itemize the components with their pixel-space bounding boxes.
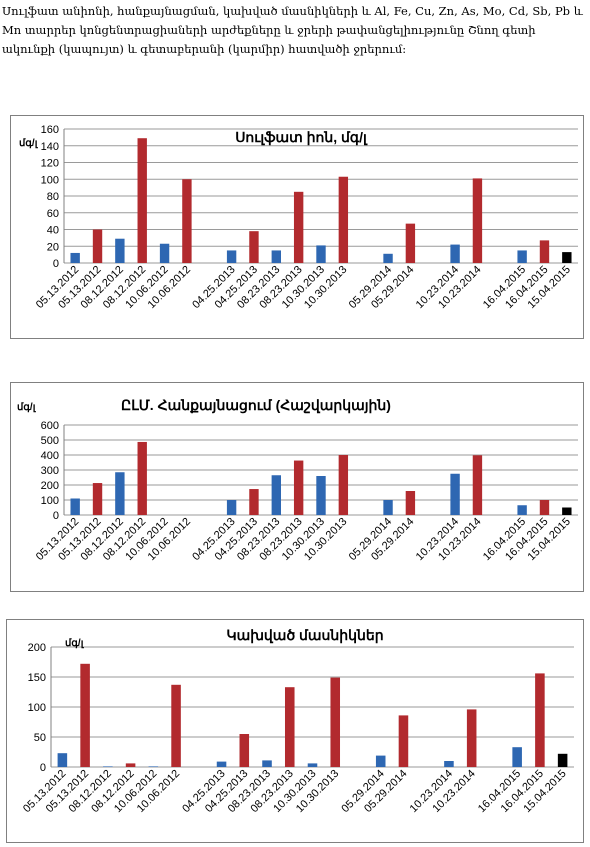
bar bbox=[293, 191, 304, 263]
y-tick-label: 60 bbox=[47, 208, 59, 220]
bar bbox=[472, 178, 483, 263]
bar bbox=[148, 766, 159, 767]
bar bbox=[316, 476, 326, 515]
bar bbox=[562, 252, 572, 263]
sulfate-chart: 0 20 40 60 80 100 120 140 160 Սուլֆատ իոն, մգ/լ մգ… bbox=[10, 115, 584, 339]
y-tick-label: 400 bbox=[41, 450, 59, 462]
bar bbox=[249, 231, 259, 263]
y-tick-label: 300 bbox=[41, 465, 59, 477]
bar bbox=[103, 766, 113, 767]
bar bbox=[338, 176, 349, 263]
bar bbox=[539, 240, 550, 263]
bar bbox=[271, 250, 281, 263]
bar bbox=[539, 500, 550, 515]
bar bbox=[159, 243, 170, 263]
bar bbox=[512, 747, 522, 767]
bar bbox=[472, 455, 483, 515]
bar bbox=[239, 734, 250, 767]
bar bbox=[70, 252, 80, 263]
bar bbox=[284, 687, 295, 767]
bar bbox=[70, 498, 80, 515]
bar bbox=[398, 715, 409, 767]
y-tick-label: 160 bbox=[41, 124, 59, 136]
y-tick-label: 140 bbox=[41, 141, 59, 153]
bar bbox=[307, 763, 318, 767]
bar bbox=[226, 500, 237, 515]
bar bbox=[57, 753, 68, 767]
bar bbox=[137, 138, 147, 263]
bar bbox=[216, 761, 227, 767]
bar bbox=[450, 244, 460, 263]
y-tick-label: 0 bbox=[40, 762, 46, 774]
bar bbox=[466, 709, 477, 767]
bar bbox=[171, 684, 181, 767]
bar bbox=[92, 483, 103, 515]
mineralization-chart-svg: 0 100 200 300 400 500 600 ԸԼՄ. Հանքայնացում (Հա… bbox=[17, 397, 578, 563]
y-tick-label: 150 bbox=[28, 672, 46, 684]
bar bbox=[92, 229, 103, 263]
y-axis-label: մգ/լ bbox=[17, 402, 37, 413]
intro-paragraph: Սուլֆատ անիոնի, հանքայնացման, կախված մաս… bbox=[2, 4, 583, 56]
y-axis-label: մգ/լ bbox=[65, 638, 85, 649]
suspended-particles-chart: 0 50 100 150 200 Կախված մասնիկներ մգ/լ 05.13.20… bbox=[6, 619, 584, 843]
bar bbox=[115, 472, 125, 515]
y-tick-label: 20 bbox=[47, 241, 59, 253]
y-tick-label: 120 bbox=[41, 158, 59, 170]
bar bbox=[249, 489, 259, 515]
bar bbox=[535, 673, 545, 767]
y-tick-label: 100 bbox=[41, 495, 59, 507]
y-tick-label: 600 bbox=[41, 420, 59, 432]
y-tick-label: 200 bbox=[41, 480, 59, 492]
bar bbox=[517, 505, 527, 515]
bar bbox=[226, 250, 237, 263]
bar bbox=[517, 250, 527, 263]
y-tick-label: 100 bbox=[41, 174, 59, 186]
bar bbox=[557, 753, 568, 767]
y-tick-label: 100 bbox=[28, 702, 46, 714]
bar bbox=[562, 507, 572, 515]
mineralization-chart: 0 100 200 300 400 500 600 ԸԼՄ. Հանքայնացում (Հա… bbox=[10, 382, 584, 592]
chart-title: Սուլֆատ իոն, մգ/լ bbox=[235, 129, 368, 146]
bar bbox=[405, 491, 416, 515]
bar bbox=[262, 760, 272, 767]
y-tick-label: 0 bbox=[53, 258, 59, 270]
chart-title: Կախված մասնիկներ bbox=[226, 627, 383, 644]
bar bbox=[137, 441, 147, 515]
bar bbox=[405, 223, 416, 263]
y-tick-label: 40 bbox=[47, 225, 59, 237]
bar bbox=[450, 473, 460, 515]
bar bbox=[383, 500, 393, 515]
bar bbox=[271, 475, 281, 515]
y-tick-label: 500 bbox=[41, 435, 59, 447]
sulfate-chart-svg: 0 20 40 60 80 100 120 140 160 Սուլֆատ իոն, մգ/լ մգ… bbox=[19, 124, 578, 311]
bar bbox=[316, 245, 326, 263]
bar bbox=[115, 238, 125, 263]
bar bbox=[80, 663, 90, 767]
bar bbox=[293, 460, 304, 515]
bar bbox=[444, 761, 454, 767]
y-tick-label: 80 bbox=[47, 191, 59, 203]
y-tick-label: 0 bbox=[53, 510, 59, 522]
chart-title: ԸԼՄ. Հանքայնացում (Հաշվարկային) bbox=[121, 397, 391, 414]
bar bbox=[375, 755, 386, 767]
y-tick-label: 200 bbox=[28, 642, 46, 654]
y-axis-label: մգ/լ bbox=[19, 138, 39, 149]
bar bbox=[125, 763, 136, 767]
bar bbox=[330, 677, 341, 767]
bar bbox=[383, 253, 393, 263]
bar bbox=[338, 455, 349, 515]
bar bbox=[182, 179, 192, 263]
y-tick-label: 50 bbox=[34, 732, 46, 744]
